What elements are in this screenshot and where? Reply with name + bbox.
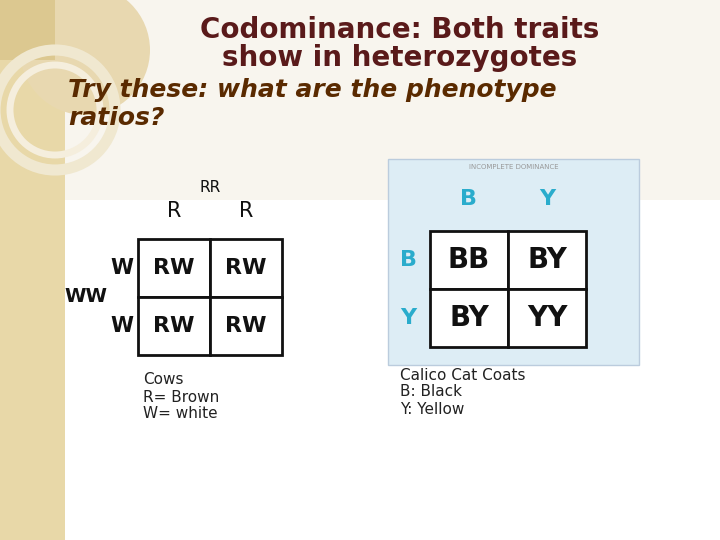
Bar bbox=[210, 239, 282, 297]
Text: R: R bbox=[167, 201, 181, 221]
Bar bbox=[508, 289, 586, 347]
Text: W= white: W= white bbox=[143, 407, 217, 422]
Text: Cows: Cows bbox=[143, 373, 184, 388]
Bar bbox=[0, 0, 65, 540]
Text: B: B bbox=[461, 189, 477, 209]
Text: YY: YY bbox=[527, 304, 567, 332]
Text: R: R bbox=[239, 201, 253, 221]
Text: ratios?: ratios? bbox=[68, 106, 164, 130]
Text: BY: BY bbox=[449, 304, 489, 332]
Bar bbox=[138, 239, 210, 297]
Text: RW: RW bbox=[225, 258, 266, 278]
Bar bbox=[430, 231, 508, 289]
Text: BB: BB bbox=[448, 246, 490, 274]
Text: WW: WW bbox=[65, 287, 107, 307]
Text: RW: RW bbox=[225, 316, 266, 336]
Text: Try these: what are the phenotype: Try these: what are the phenotype bbox=[68, 78, 557, 102]
Bar bbox=[0, 0, 55, 60]
Text: Y: Y bbox=[539, 189, 555, 209]
Bar bbox=[430, 289, 508, 347]
Text: R= Brown: R= Brown bbox=[143, 389, 220, 404]
Text: B: Black: B: Black bbox=[400, 384, 462, 400]
Bar bbox=[210, 297, 282, 355]
Bar bbox=[138, 297, 210, 355]
Bar bbox=[508, 231, 586, 289]
Text: RW: RW bbox=[153, 316, 194, 336]
Text: Calico Cat Coats: Calico Cat Coats bbox=[400, 368, 526, 382]
Text: BY: BY bbox=[527, 246, 567, 274]
Text: Y: Y bbox=[400, 308, 416, 328]
Text: Codominance: Both traits: Codominance: Both traits bbox=[200, 16, 600, 44]
Bar bbox=[388, 159, 639, 365]
Text: RR: RR bbox=[199, 179, 220, 194]
Text: Y: Yellow: Y: Yellow bbox=[400, 402, 464, 416]
Text: show in heterozygotes: show in heterozygotes bbox=[222, 44, 577, 72]
Text: B: B bbox=[400, 250, 416, 270]
Bar bbox=[65, 200, 720, 540]
Text: RW: RW bbox=[153, 258, 194, 278]
Ellipse shape bbox=[20, 0, 150, 115]
Text: W: W bbox=[110, 316, 133, 336]
Text: W: W bbox=[110, 258, 133, 278]
Text: INCOMPLETE DOMINANCE: INCOMPLETE DOMINANCE bbox=[469, 164, 558, 170]
